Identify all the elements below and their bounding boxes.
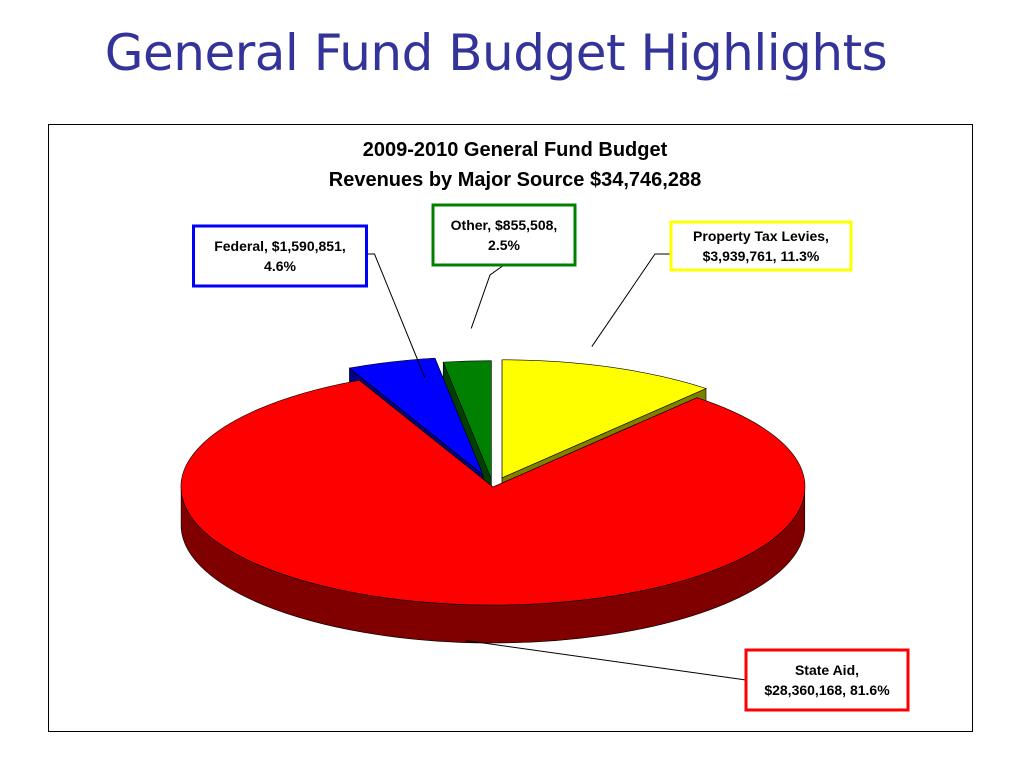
slice-top: [348, 357, 484, 476]
leader-line-property-tax-levies: [591, 253, 671, 347]
slice-label-box: [669, 220, 853, 272]
slice-label-text: $3,939,761, 11.3%: [703, 248, 820, 264]
slice-label-other: Other, $855,508, 2.5%: [431, 203, 577, 267]
slice-label-box: [744, 648, 910, 712]
slice-labels: Property Tax Levies, $3,939,761, 11.3% Sta…: [192, 203, 910, 712]
slice-label-property-tax-levies: Property Tax Levies, $3,939,761, 11.3%: [669, 220, 853, 272]
slice-label-state-aid: State Aid, $28,360,168, 81.6%: [744, 648, 910, 712]
leader-lines: [366, 253, 747, 681]
slice-top: [501, 359, 707, 479]
pie-chart: 2009-2010 General Fund Budget Revenues b…: [48, 124, 973, 732]
slice-label-text: State Aid,: [795, 662, 859, 678]
leader-line-state-aid: [465, 640, 747, 681]
slide-title: General Fund Budget Highlights: [104, 24, 888, 82]
slice-label-text: 2.5%: [488, 237, 520, 253]
pie-slices: [180, 357, 806, 644]
pie-slice-state-aid: [180, 379, 806, 644]
chart-title-line-2: Revenues by Major Source $34,746,288: [329, 169, 701, 191]
slice-top: [180, 380, 806, 606]
leader-line-federal: [366, 253, 426, 378]
slice-label-federal: Federal, $1,590,851, 4.6%: [192, 224, 368, 288]
slice-label-text: Other, $855,508,: [451, 217, 558, 233]
pie-chart-svg: 2009-2010 General Fund Budget Revenues b…: [180, 139, 910, 712]
slice-label-box: [192, 224, 368, 288]
slice-label-text: 4.6%: [264, 258, 296, 274]
leader-line-other: [470, 264, 505, 329]
slice-label-text: Federal, $1,590,851,: [214, 238, 346, 254]
slice-label-text: Property Tax Levies,: [693, 228, 829, 244]
chart-title-line-1: 2009-2010 General Fund Budget: [363, 139, 668, 161]
slice-label-text: $28,360,168, 81.6%: [764, 682, 890, 698]
slice-label-box: [431, 203, 577, 267]
slice-top: [442, 360, 492, 479]
